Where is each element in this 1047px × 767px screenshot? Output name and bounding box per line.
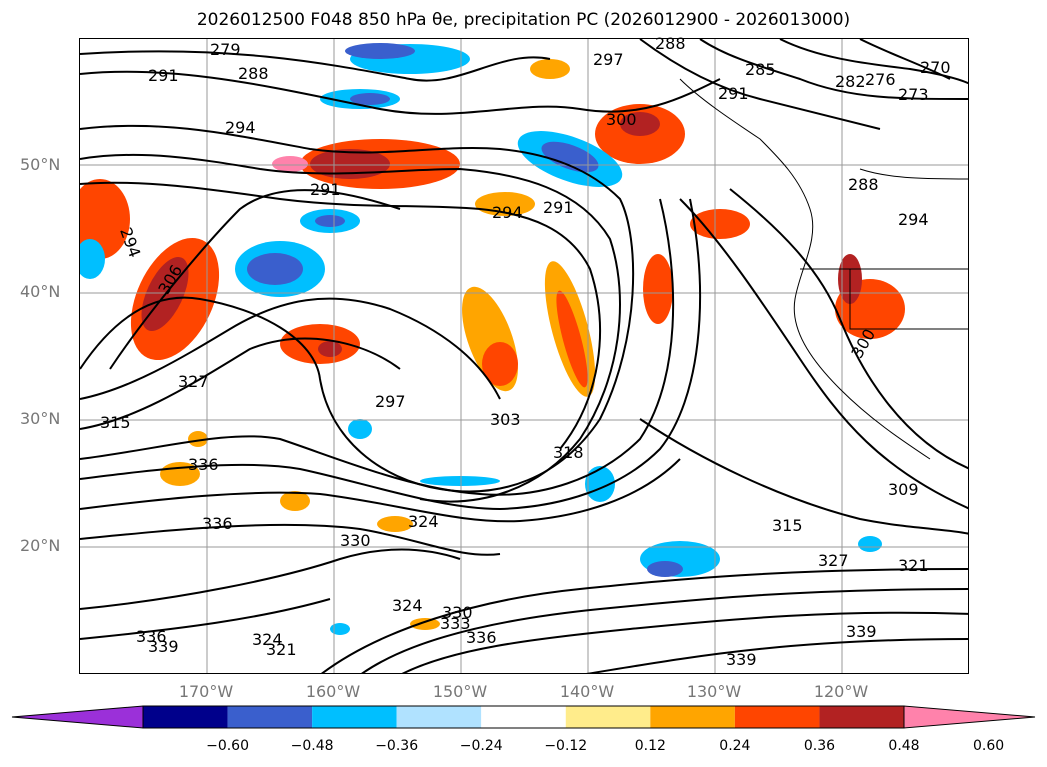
contour-label: 297 [593,50,624,69]
lon-label-140w: 140°W [559,682,615,701]
theta-e-contours [80,39,968,673]
colorbar-border [142,705,905,729]
colorbar-tick-label: 0.36 [803,738,836,754]
contour-label: 324 [392,596,423,615]
contour-label: 294 [225,118,256,137]
contour-label: 324 [408,512,439,531]
contour-label: 291 [543,198,574,217]
contour-label: 276 [865,70,896,89]
colorbar-swatch [734,706,820,728]
colorbar-swatch [396,706,482,728]
contour-label: 273 [898,85,929,104]
colorbar-swatch [650,706,735,728]
lat-label-30n: 30°N [20,409,61,428]
precip-shading [80,43,905,635]
coastlines [679,78,968,460]
map-title: 2026012500 F048 850 hPa θe, precipitatio… [196,10,851,30]
contour-label: 339 [726,650,757,669]
contour-label: 297 [375,392,406,411]
colorbar-tick-label: −0.12 [544,738,588,754]
lat-label-50n: 50°N [20,155,61,174]
lat-label-40n: 40°N [20,282,61,301]
colorbar [11,705,1036,729]
lat-label-20n: 20°N [20,536,61,555]
contour-label: 339 [846,622,877,641]
contour-label: 270 [920,58,951,77]
colorbar-extend-max [903,705,1036,729]
contour-label: 318 [553,443,584,462]
contour-label: 279 [210,40,241,59]
contour-label: 300 [606,110,637,129]
contour-label: 291 [148,66,179,85]
contour-label: 285 [745,60,776,79]
colorbar-tick-label: 0.60 [972,738,1005,754]
contour-label: 336 [136,627,167,646]
colorbar-tick-label: 0.24 [719,738,751,754]
lon-label-120w: 120°W [813,682,869,701]
colorbar-tick-label: 0.12 [634,738,666,754]
contour-label: 303 [490,410,521,429]
gridlines [80,39,968,673]
contour-label: 333 [440,614,471,633]
contour-label: 339 [148,637,179,656]
map-panel [79,38,969,674]
contour-label: 294 [898,210,929,229]
lon-label-160w: 160°W [305,682,361,701]
colorbar-swatch [565,706,651,728]
contour-label: 330 [340,531,371,550]
contour-label: 315 [100,413,131,432]
colorbar-tick-label: −0.24 [459,738,503,754]
contour-label: 327 [178,372,209,391]
colorbar-swatch [312,706,397,728]
contour-label: 327 [818,551,849,570]
contour-label: 336 [202,514,233,533]
lon-label-150w: 150°W [432,682,488,701]
colorbar-swatch [143,706,228,728]
contour-label: 315 [772,516,803,535]
contour-label: 288 [655,34,686,53]
contour-label: 336 [188,455,219,474]
map-canvas [80,39,968,673]
colorbar-swatches [11,705,1036,729]
colorbar-tick-label: −0.36 [375,738,419,754]
contour-label: 309 [888,480,919,499]
colorbar-tick-label: −0.60 [206,738,249,754]
contour-label: 336 [466,628,497,647]
colorbar-swatch [481,706,566,728]
lon-label-170w: 170°W [178,682,234,701]
contour-label: 324 [252,630,283,649]
colorbar-extend-min [11,705,144,729]
colorbar-swatch [819,706,904,728]
contour-label: 321 [898,556,929,575]
contour-label: 330 [442,603,473,622]
contour-label: 294 [492,203,523,222]
lon-label-130w: 130°W [686,682,742,701]
colorbar-swatch [227,706,313,728]
contour-label: 291 [718,84,749,103]
contour-label: 291 [310,180,341,199]
contour-label: 282 [835,72,866,91]
contour-label: 288 [238,64,269,83]
contour-label: 321 [266,640,297,659]
colorbar-tick-label: −0.48 [290,738,334,754]
contour-label: 288 [848,175,879,194]
colorbar-tick-label: 0.48 [888,738,920,754]
